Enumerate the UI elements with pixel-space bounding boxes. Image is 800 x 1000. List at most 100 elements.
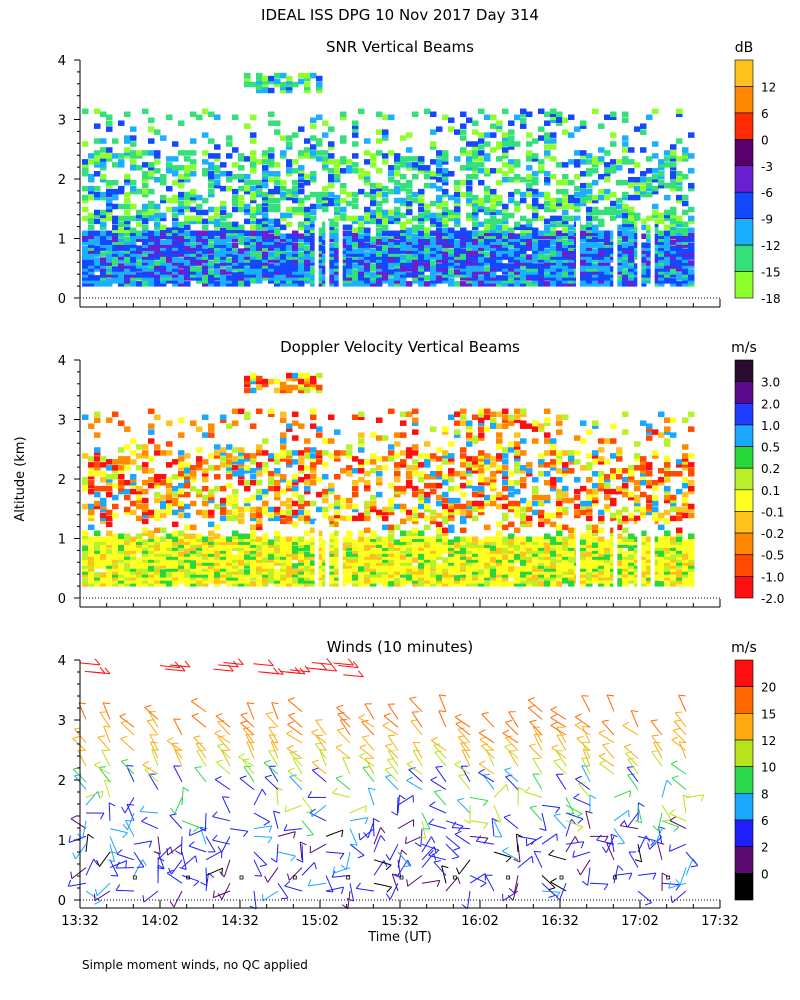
heatmap-cell (388, 239, 395, 245)
heatmap-cell (622, 236, 629, 242)
heatmap-cell (562, 266, 569, 272)
heatmap-cell (124, 248, 131, 254)
heatmap-cell (112, 533, 119, 539)
heatmap-cell (334, 254, 341, 260)
heatmap-cell (364, 509, 371, 516)
heatmap-cell (286, 372, 293, 379)
heatmap-cell (454, 548, 461, 554)
heatmap-cell (280, 224, 287, 231)
heatmap-cell (478, 245, 485, 251)
heatmap-cell (334, 575, 341, 581)
heatmap-cell (466, 545, 473, 551)
heatmap-cell (388, 233, 395, 239)
heatmap-cell (82, 563, 89, 569)
heatmap-cell (292, 450, 299, 456)
heatmap-cell (490, 557, 497, 563)
heatmap-cell (550, 254, 557, 260)
heatmap-cell (316, 450, 323, 456)
heatmap-cell (178, 500, 185, 507)
heatmap-cell (532, 171, 539, 177)
heatmap-cell (304, 272, 311, 278)
heatmap-cell (244, 236, 251, 242)
heatmap-cell (406, 530, 413, 537)
heatmap-cell (478, 563, 485, 569)
heatmap-cell (466, 281, 473, 287)
heatmap-cell (484, 257, 491, 263)
heatmap-cell (226, 281, 233, 287)
heatmap-cell (304, 224, 311, 231)
heatmap-cell (376, 554, 383, 560)
heatmap-cell (454, 209, 461, 216)
heatmap-cell (184, 236, 191, 242)
heatmap-cell (406, 257, 413, 263)
heatmap-cell (628, 221, 635, 228)
heatmap-cell (472, 144, 479, 150)
heatmap-cell (412, 257, 419, 263)
heatmap-cell (220, 248, 227, 254)
heatmap-cell (172, 194, 179, 201)
heatmap-cell (400, 159, 407, 165)
heatmap-cell (292, 479, 299, 486)
heatmap-cell (418, 260, 425, 266)
heatmap-cell (388, 150, 395, 156)
data-gap (613, 220, 618, 290)
heatmap-cell (166, 503, 173, 510)
heatmap-cell (586, 215, 593, 222)
heatmap-cell (238, 233, 245, 239)
heatmap-cell (580, 159, 587, 165)
heatmap-cell (436, 494, 443, 501)
heatmap-cell (352, 545, 359, 551)
heatmap-cell (442, 179, 449, 186)
heatmap-cell (316, 536, 323, 542)
heatmap-cell (490, 575, 497, 581)
heatmap-cell (436, 185, 443, 192)
heatmap-cell (256, 269, 263, 275)
heatmap-cell (304, 530, 311, 537)
heatmap-cell (214, 551, 221, 557)
heatmap-cell (298, 575, 305, 581)
heatmap-cell (358, 239, 365, 245)
heatmap-cell (358, 560, 365, 566)
heatmap-cell (184, 557, 191, 563)
heatmap-cell (370, 182, 377, 189)
heatmap-cell (460, 420, 467, 426)
heatmap-cell (622, 135, 629, 141)
heatmap-cell (562, 191, 569, 198)
heatmap-cell (262, 245, 269, 251)
heatmap-cell (88, 572, 95, 578)
heatmap-cell (244, 269, 251, 275)
heatmap-cell (94, 248, 101, 254)
heatmap-cell (250, 248, 257, 254)
heatmap-cell (334, 521, 341, 528)
heatmap-cell (250, 132, 257, 138)
heatmap-cell (400, 542, 407, 548)
heatmap-cell (154, 212, 161, 219)
heatmap-cell (208, 242, 215, 248)
heatmap-cell (304, 557, 311, 563)
heatmap-cell (460, 456, 467, 462)
heatmap-cell (406, 156, 413, 162)
heatmap-cell (652, 260, 659, 266)
heatmap-cell (106, 150, 113, 156)
heatmap-cell (394, 551, 401, 557)
heatmap-cell (208, 536, 215, 542)
heatmap-cell (310, 414, 317, 420)
heatmap-cell (634, 269, 641, 275)
heatmap-cell (130, 509, 137, 516)
heatmap-cell (562, 117, 569, 123)
heatmap-cell (586, 188, 593, 195)
heatmap-cell (214, 557, 221, 563)
heatmap-cell (154, 566, 161, 572)
heatmap-cell (256, 275, 263, 281)
heatmap-cell (490, 417, 497, 423)
heatmap-cell (172, 275, 179, 281)
heatmap-cell (364, 572, 371, 578)
heatmap-cell (298, 378, 305, 385)
heatmap-cell (400, 156, 407, 162)
heatmap-cell (340, 257, 347, 263)
heatmap-cell (244, 497, 251, 504)
heatmap-cell (286, 581, 293, 587)
heatmap-cell (616, 179, 623, 186)
heatmap-cell (646, 182, 653, 189)
heatmap-cell (88, 188, 95, 195)
